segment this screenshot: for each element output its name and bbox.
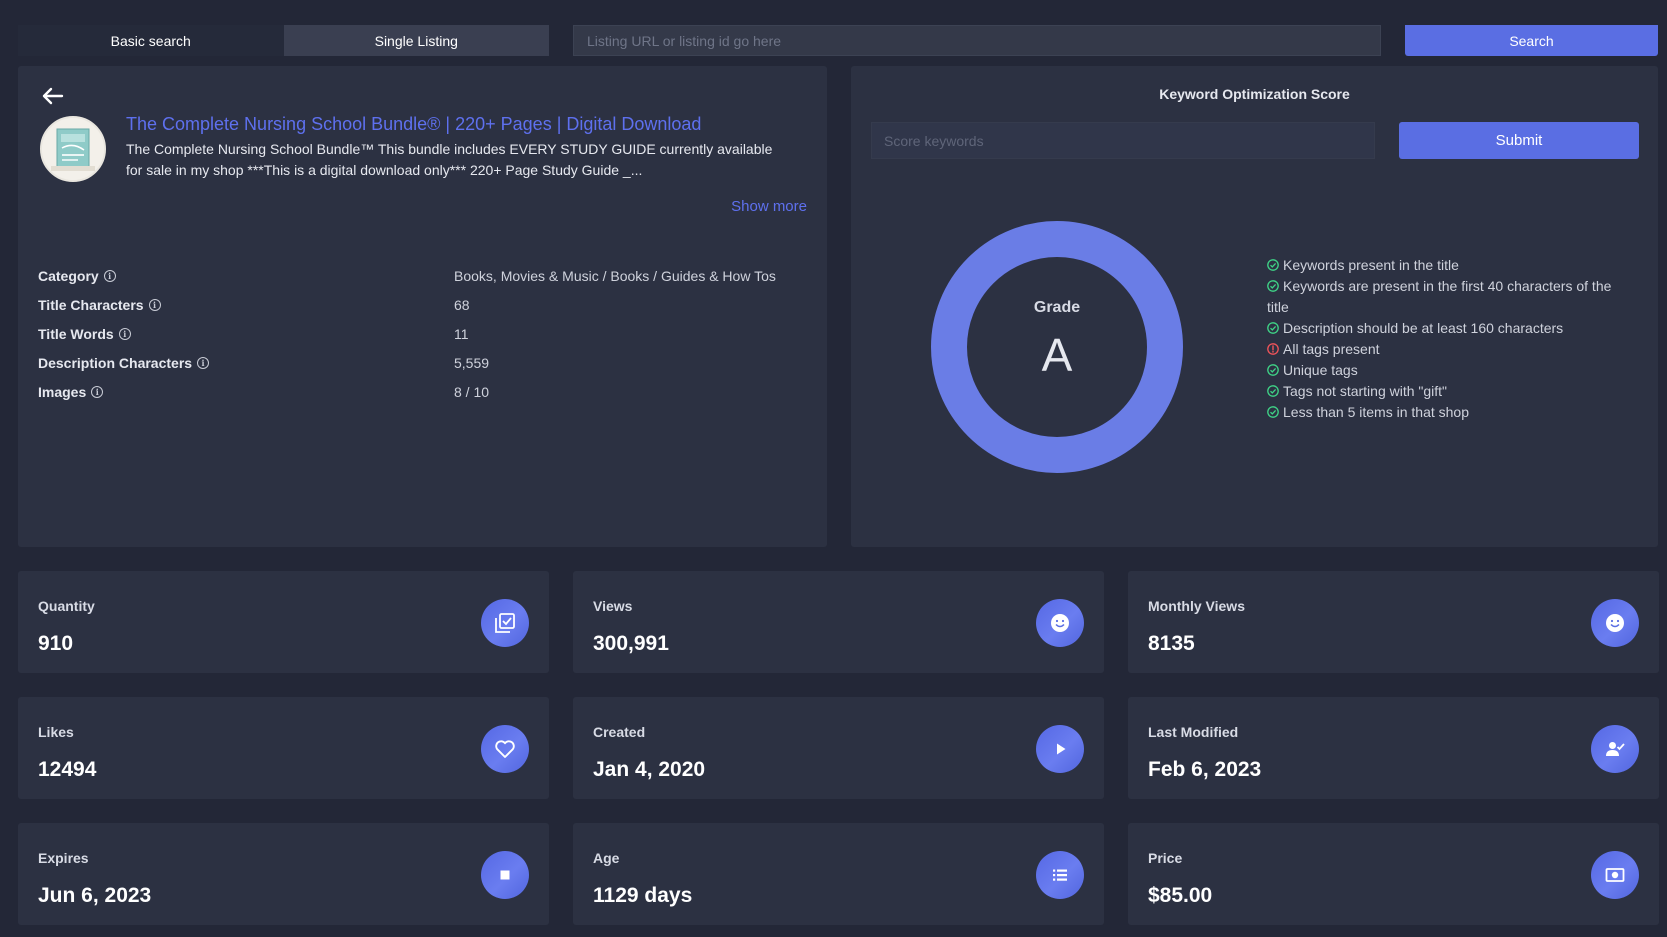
meta-row-category: Category i Books, Movies & Music / Books … bbox=[38, 268, 808, 288]
stat-label: Monthly Views bbox=[1148, 598, 1245, 614]
meta-value: 5,559 bbox=[454, 355, 490, 371]
stat-label: Last Modified bbox=[1148, 724, 1239, 740]
check-circle-icon bbox=[1267, 280, 1279, 292]
meta-label: Title Words bbox=[38, 326, 114, 342]
meta-row-images: Images i 8 / 10 bbox=[38, 384, 808, 404]
stat-card-created: Created Jan 4, 2020 bbox=[573, 697, 1104, 799]
info-icon[interactable]: i bbox=[197, 357, 210, 369]
money-icon bbox=[1591, 851, 1639, 899]
grade-donut bbox=[931, 221, 1183, 473]
play-icon bbox=[1036, 725, 1084, 773]
stat-label: Created bbox=[593, 724, 646, 740]
listing-details-panel: The Complete Nursing School Bundle® | 22… bbox=[18, 66, 827, 547]
stat-card-views: Views 300,991 bbox=[573, 571, 1104, 673]
smile-icon bbox=[1036, 599, 1084, 647]
stat-label: Expires bbox=[38, 850, 89, 866]
stat-value: $85.00 bbox=[1148, 884, 1213, 907]
list-icon bbox=[1036, 851, 1084, 899]
check-copy-icon bbox=[481, 599, 529, 647]
stat-label: Quantity bbox=[38, 598, 95, 614]
info-icon[interactable]: i bbox=[91, 386, 104, 398]
stat-card-quantity: Quantity 910 bbox=[18, 571, 549, 673]
check-item: Keywords are present in the first 40 cha… bbox=[1267, 278, 1612, 315]
meta-row-title-characters: Title Characters i 68 bbox=[38, 297, 808, 317]
stat-card-age: Age 1129 days bbox=[573, 823, 1104, 925]
meta-label: Category bbox=[38, 268, 99, 284]
meta-label: Title Characters bbox=[38, 297, 144, 313]
info-icon[interactable]: i bbox=[103, 270, 116, 282]
stat-label: Likes bbox=[38, 724, 74, 740]
stat-label: Age bbox=[593, 850, 620, 866]
meta-value: Books, Movies & Music / Books / Guides &… bbox=[454, 268, 776, 284]
check-circle-icon bbox=[1267, 259, 1279, 271]
keyword-checklist: Keywords present in the title Keywords a… bbox=[1267, 255, 1637, 423]
stat-value: 12494 bbox=[38, 758, 97, 781]
meta-label: Images bbox=[38, 384, 87, 400]
score-keywords-input[interactable] bbox=[871, 122, 1375, 159]
info-icon[interactable]: i bbox=[118, 328, 131, 340]
stat-card-last-modified: Last Modified Feb 6, 2023 bbox=[1128, 697, 1659, 799]
alert-circle-icon bbox=[1267, 343, 1279, 355]
check-item: Unique tags bbox=[1267, 360, 1637, 381]
info-icon[interactable]: i bbox=[148, 299, 161, 311]
check-item: Less than 5 items in that shop bbox=[1267, 402, 1637, 423]
check-item: Tags not starting with "gift" bbox=[1267, 381, 1637, 402]
meta-label: Description Characters bbox=[38, 355, 193, 371]
stat-value: 1129 days bbox=[593, 884, 693, 907]
meta-row-description-characters: Description Characters i 5,559 bbox=[38, 355, 808, 375]
stat-value: 8135 bbox=[1148, 632, 1195, 655]
check-circle-icon bbox=[1267, 406, 1279, 418]
listing-url-input[interactable] bbox=[573, 25, 1381, 56]
stop-icon bbox=[481, 851, 529, 899]
back-arrow-icon[interactable] bbox=[40, 86, 64, 106]
user-check-icon bbox=[1591, 725, 1639, 773]
top-strip bbox=[0, 0, 1667, 25]
stat-value: Feb 6, 2023 bbox=[1148, 758, 1262, 781]
stat-value: 300,991 bbox=[593, 632, 669, 655]
smile-icon bbox=[1591, 599, 1639, 647]
meta-value: 68 bbox=[454, 297, 470, 313]
check-item: Keywords present in the title bbox=[1267, 255, 1637, 276]
grade-label: Grade bbox=[1033, 299, 1081, 316]
show-more-link[interactable]: Show more bbox=[731, 198, 807, 215]
stat-label: Price bbox=[1148, 850, 1183, 866]
listing-description: The Complete Nursing School Bundle™ This… bbox=[126, 141, 773, 178]
keyword-optimization-panel: Keyword Optimization Score Submit Grade … bbox=[851, 66, 1658, 547]
keyword-score-title: Keyword Optimization Score bbox=[1159, 86, 1350, 102]
heart-icon bbox=[481, 725, 529, 773]
meta-value: 11 bbox=[454, 326, 469, 342]
grade-value: A bbox=[1041, 329, 1073, 381]
listing-title-link[interactable]: The Complete Nursing School Bundle® | 22… bbox=[126, 114, 702, 134]
submit-button[interactable]: Submit bbox=[1399, 122, 1639, 159]
search-mode-tabs: Basic search Single Listing bbox=[18, 25, 549, 56]
tab-single-listing[interactable]: Single Listing bbox=[283, 25, 549, 56]
check-item: Description should be at least 160 chara… bbox=[1267, 318, 1637, 339]
stat-card-price: Price $85.00 bbox=[1128, 823, 1659, 925]
stat-card-likes: Likes 12494 bbox=[18, 697, 549, 799]
search-button[interactable]: Search bbox=[1405, 25, 1658, 56]
stat-card-monthly-views: Monthly Views 8135 bbox=[1128, 571, 1659, 673]
stat-label: Views bbox=[593, 598, 633, 614]
stat-card-expires: Expires Jun 6, 2023 bbox=[18, 823, 549, 925]
stat-value: Jan 4, 2020 bbox=[593, 758, 706, 781]
check-circle-icon bbox=[1267, 364, 1279, 376]
check-circle-icon bbox=[1267, 385, 1279, 397]
stat-value: Jun 6, 2023 bbox=[38, 884, 152, 907]
tab-basic-search[interactable]: Basic search bbox=[18, 25, 284, 56]
meta-value: 8 / 10 bbox=[454, 384, 490, 400]
listing-thumbnail bbox=[40, 116, 106, 182]
check-item: All tags present bbox=[1267, 339, 1637, 360]
meta-row-title-words: Title Words i 11 bbox=[38, 326, 808, 346]
stat-value: 910 bbox=[38, 632, 74, 655]
check-circle-icon bbox=[1267, 322, 1279, 334]
